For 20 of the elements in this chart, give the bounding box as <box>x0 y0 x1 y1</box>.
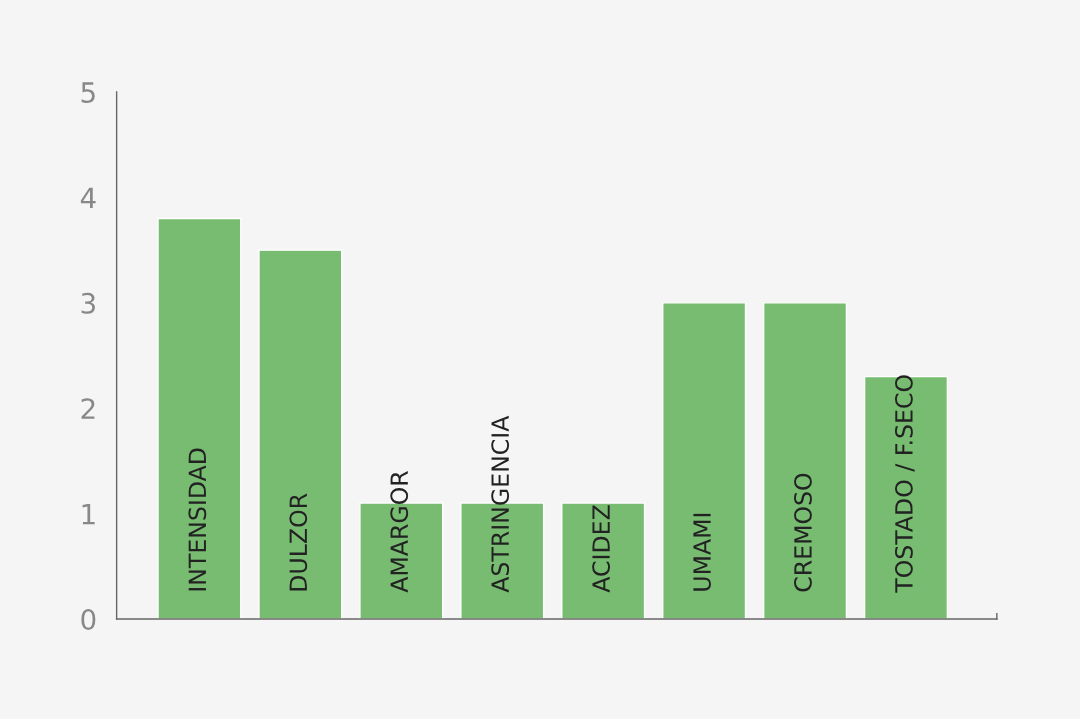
y-tick-label: 2 <box>81 398 95 419</box>
bar <box>561 502 646 620</box>
x-tick-label: TOSTADO / F.SECO <box>894 375 915 593</box>
y-tick-label: 0 <box>81 609 96 631</box>
bar <box>662 302 747 620</box>
x-tick-label: AMARGOR <box>390 471 409 593</box>
y-tick-label: 4 <box>80 187 96 208</box>
x-tick-label: ASTRINGENCIA <box>491 415 510 593</box>
x-tick-label: UMAMI <box>693 513 711 591</box>
bar <box>762 302 848 620</box>
bar <box>863 375 949 620</box>
y-tick-label: 1 <box>82 503 95 525</box>
y-tick-label: 3 <box>81 292 95 314</box>
bar <box>157 217 242 620</box>
x-tick-label: CREMOSO <box>794 473 812 592</box>
bar <box>258 249 343 620</box>
x-tick-label: ACIDEZ <box>592 505 611 593</box>
x-tick-label: INTENSIDAD <box>188 448 207 591</box>
x-tick-label: DULZOR <box>289 493 308 591</box>
y-tick-label: 5 <box>81 82 95 103</box>
